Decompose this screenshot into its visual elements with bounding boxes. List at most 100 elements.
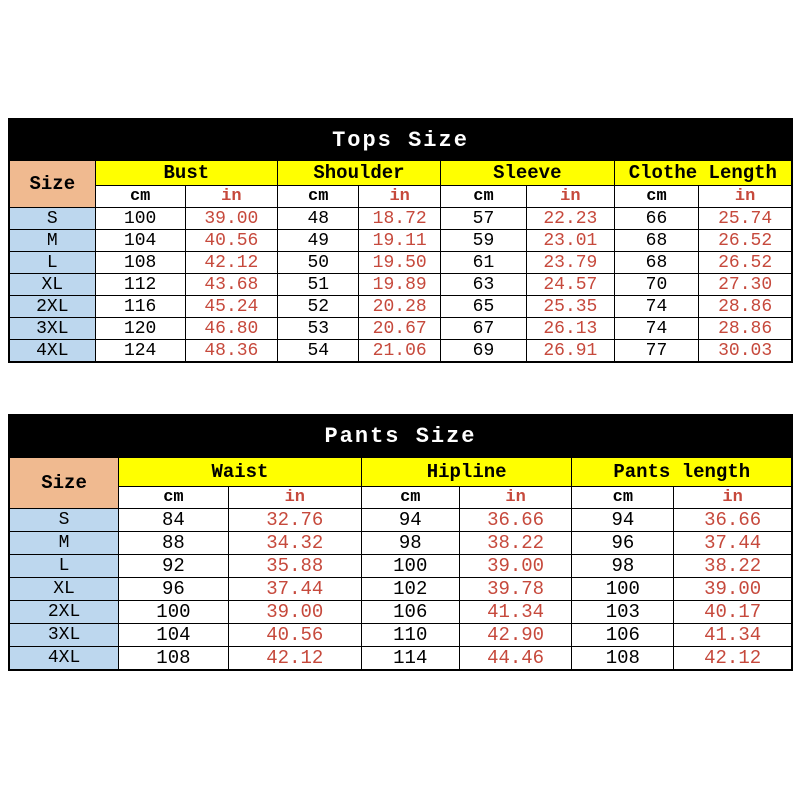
in-value-cell: 28.86: [698, 295, 794, 318]
cm-value-cell: 51: [277, 273, 360, 296]
pants-title-row: Pants Size: [8, 414, 793, 458]
table-row: 2XL 116 45.24 52 20.28 65 25.35 74 28.86: [8, 295, 794, 318]
in-value-cell: 26.52: [698, 229, 794, 252]
cm-value-cell: 104: [118, 623, 229, 647]
in-value-cell: 39.00: [184, 207, 279, 230]
unit-in-header: in: [673, 486, 794, 509]
size-cell: XL: [8, 273, 96, 296]
table-row: 4XL 108 42.12 114 44.46 108 42.12: [8, 646, 794, 671]
cm-value-cell: 74: [613, 317, 700, 340]
in-value-cell: 42.12: [673, 646, 794, 671]
cm-value-cell: 57: [439, 207, 528, 230]
tops-clothe-length-header: Clothe Length: [613, 160, 793, 186]
in-value-cell: 36.66: [458, 508, 573, 532]
cm-value-cell: 98: [571, 554, 675, 578]
in-value-cell: 35.88: [227, 554, 362, 578]
table-row: S 84 32.76 94 36.66 94 36.66: [8, 508, 794, 532]
size-cell: S: [8, 508, 120, 532]
cm-value-cell: 106: [360, 600, 460, 624]
cm-value-cell: 63: [439, 273, 528, 296]
unit-in-header: in: [698, 185, 794, 208]
cm-value-cell: 49: [277, 229, 360, 252]
size-cell: 3XL: [8, 317, 96, 340]
cm-value-cell: 100: [94, 207, 186, 230]
cm-value-cell: 66: [613, 207, 700, 230]
unit-cm-header: cm: [439, 185, 528, 208]
cm-value-cell: 108: [118, 646, 229, 671]
cm-value-cell: 124: [94, 339, 186, 363]
pants-waist-header: Waist: [118, 457, 362, 487]
in-value-cell: 26.52: [698, 251, 794, 274]
unit-cm-header: cm: [360, 486, 460, 509]
unit-in-header: in: [458, 486, 573, 509]
in-value-cell: 38.22: [458, 531, 573, 555]
cm-value-cell: 96: [571, 531, 675, 555]
cm-value-cell: 106: [571, 623, 675, 647]
in-value-cell: 39.00: [673, 577, 794, 601]
tops-table-body: S 100 39.00 48 18.72 57 22.23 66 25.74 M 104 40.56 4…: [8, 207, 794, 363]
in-value-cell: 25.35: [526, 295, 615, 318]
cm-value-cell: 68: [613, 229, 700, 252]
tops-title-row: Tops Size: [8, 118, 793, 161]
size-cell: M: [8, 531, 120, 555]
cm-value-cell: 112: [94, 273, 186, 296]
cm-value-cell: 50: [277, 251, 360, 274]
unit-in-header: in: [227, 486, 362, 509]
tops-category-row: Size Bust Shoulder Sleeve Clothe Length: [8, 160, 793, 208]
tops-shoulder-header: Shoulder: [277, 160, 441, 186]
cm-value-cell: 108: [94, 251, 186, 274]
cm-value-cell: 61: [439, 251, 528, 274]
cm-value-cell: 59: [439, 229, 528, 252]
tops-unit-row: cm in cm in cm in cm in: [9, 185, 794, 208]
cm-value-cell: 100: [118, 600, 229, 624]
in-value-cell: 43.68: [184, 273, 279, 296]
cm-value-cell: 74: [613, 295, 700, 318]
in-value-cell: 32.76: [227, 508, 362, 532]
pants-length-header: Pants length: [571, 457, 794, 487]
size-cell: L: [8, 554, 120, 578]
cm-value-cell: 100: [571, 577, 675, 601]
table-row: M 88 34.32 98 38.22 96 37.44: [8, 531, 794, 555]
in-value-cell: 20.67: [358, 317, 441, 340]
pants-title: Pants Size: [8, 414, 793, 458]
pants-table-body: S 84 32.76 94 36.66 94 36.66 M 88 34.32 98 38.22 96 3…: [8, 508, 794, 671]
in-value-cell: 40.56: [184, 229, 279, 252]
table-row: M 104 40.56 49 19.11 59 23.01 68 26.52: [8, 229, 794, 252]
tops-sleeve-header: Sleeve: [439, 160, 615, 186]
in-value-cell: 42.12: [184, 251, 279, 274]
cm-value-cell: 65: [439, 295, 528, 318]
in-value-cell: 41.34: [673, 623, 794, 647]
size-cell: XL: [8, 577, 120, 601]
in-value-cell: 21.06: [358, 339, 441, 363]
table-row: L 108 42.12 50 19.50 61 23.79 68 26.52: [8, 251, 794, 274]
size-cell: 3XL: [8, 623, 120, 647]
cm-value-cell: 110: [360, 623, 460, 647]
cm-value-cell: 120: [94, 317, 186, 340]
cm-value-cell: 70: [613, 273, 700, 296]
tops-title: Tops Size: [8, 118, 793, 161]
size-cell: M: [8, 229, 96, 252]
table-row: XL 112 43.68 51 19.89 63 24.57 70 27.30: [8, 273, 794, 296]
in-value-cell: 19.89: [358, 273, 441, 296]
unit-cm-header: cm: [118, 486, 229, 509]
cm-value-cell: 100: [360, 554, 460, 578]
tops-bust-header: Bust: [94, 160, 279, 186]
unit-in-header: in: [184, 185, 279, 208]
cm-value-cell: 84: [118, 508, 229, 532]
cm-value-cell: 53: [277, 317, 360, 340]
cm-value-cell: 116: [94, 295, 186, 318]
in-value-cell: 45.24: [184, 295, 279, 318]
unit-cm-header: cm: [613, 185, 700, 208]
cm-value-cell: 103: [571, 600, 675, 624]
size-cell: S: [8, 207, 96, 230]
size-cell: L: [8, 251, 96, 274]
in-value-cell: 34.32: [227, 531, 362, 555]
table-row: 2XL 100 39.00 106 41.34 103 40.17: [8, 600, 794, 624]
in-value-cell: 48.36: [184, 339, 279, 363]
in-value-cell: 26.91: [526, 339, 615, 363]
size-cell: 4XL: [8, 646, 120, 671]
unit-cm-header: cm: [571, 486, 675, 509]
pants-size-table: Pants Size Size Waist Hipline Pants leng…: [8, 414, 794, 671]
cm-value-cell: 54: [277, 339, 360, 363]
